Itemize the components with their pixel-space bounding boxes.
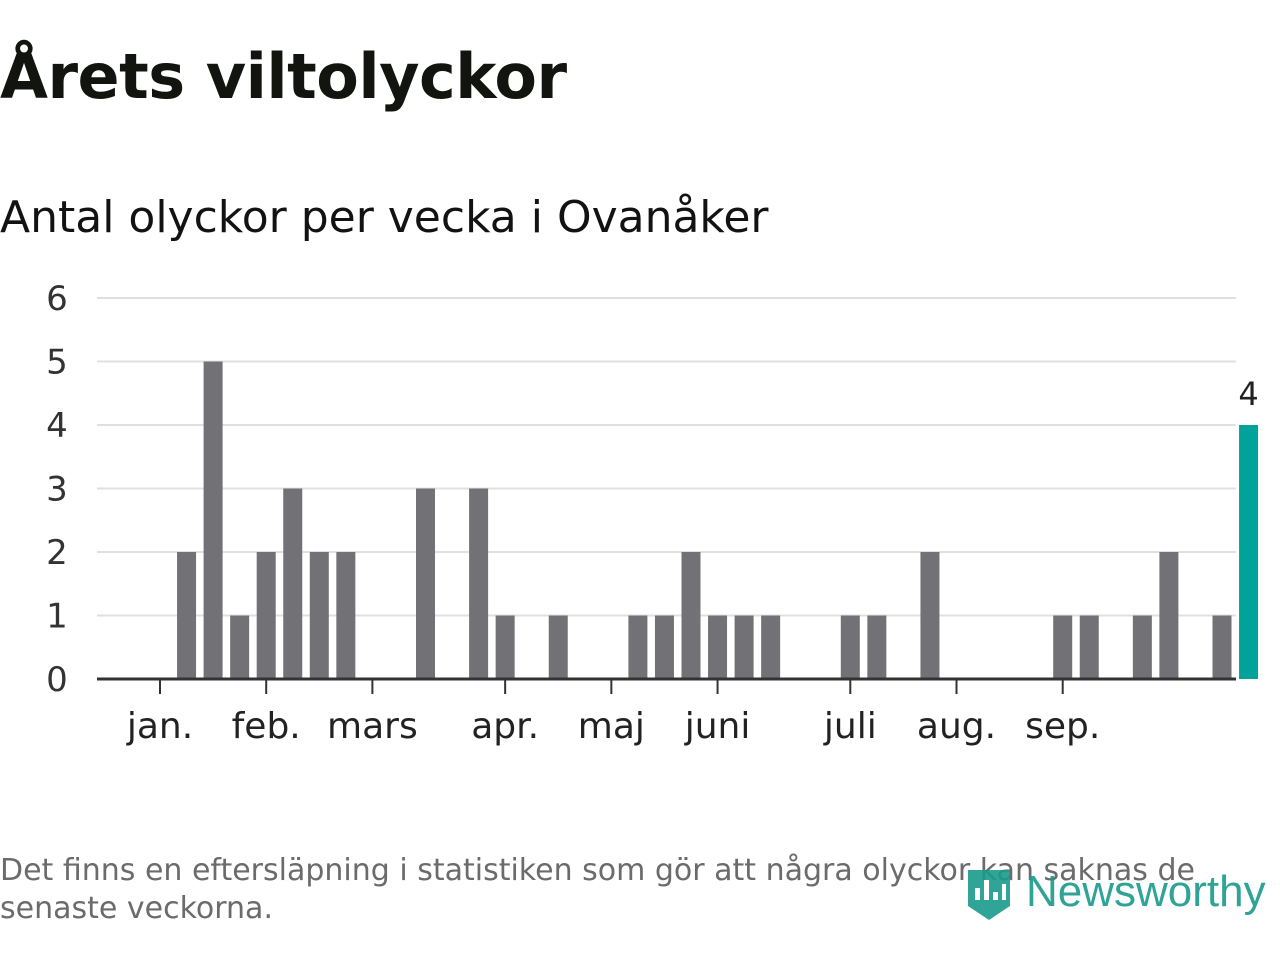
bar-highlight: [1239, 425, 1259, 679]
y-axis-ticks: 0 1 2 3 4 5 6: [46, 279, 68, 700]
x-tick-label: aug.: [917, 706, 996, 747]
bar: [628, 615, 648, 679]
bar: [681, 552, 701, 679]
y-tick-label: 6: [46, 279, 68, 319]
bar-chart: 0 1 2 3 4 5 6 4 jan. feb. mars apr. maj juni juli aug…: [46, 279, 1259, 747]
y-tick-label: 3: [46, 470, 68, 510]
x-tick-label: apr.: [471, 706, 539, 747]
bar: [867, 615, 887, 679]
x-tick-label: mars: [327, 706, 418, 747]
bar: [283, 488, 303, 679]
bar: [1079, 615, 1099, 679]
bar: [1159, 552, 1179, 679]
bar: [203, 361, 223, 679]
y-tick-label: 1: [46, 597, 68, 637]
chart-subtitle: Antal olyckor per vecka i Ovanåker: [0, 192, 769, 243]
y-tick-label: 2: [46, 533, 68, 573]
chart-title: Årets viltolyckor: [0, 40, 567, 113]
x-tick-label: juli: [823, 706, 877, 747]
x-tick-label: jan.: [126, 706, 193, 747]
bar: [654, 615, 674, 679]
bar: [495, 615, 515, 679]
bar: [548, 615, 568, 679]
x-tick-label: sep.: [1025, 706, 1100, 747]
newsworthy-logo-icon: [968, 870, 1010, 920]
y-tick-label: 5: [46, 343, 68, 383]
bar: [256, 552, 276, 679]
bar: [920, 552, 940, 679]
bar: [469, 488, 489, 679]
bar: [761, 615, 781, 679]
bar: [177, 552, 197, 679]
bar-series: 4: [177, 361, 1259, 679]
bar: [1212, 615, 1232, 679]
bar: [1132, 615, 1152, 679]
x-tick-label: juni: [684, 706, 751, 747]
highlight-value-label: 4: [1238, 375, 1258, 413]
bar: [416, 488, 435, 679]
x-axis-ticks: jan. feb. mars apr. maj juni juli aug. sep.: [126, 679, 1100, 747]
bar: [708, 615, 728, 679]
newsworthy-brand[interactable]: Newsworthy: [964, 862, 1266, 922]
bar: [336, 552, 356, 679]
x-tick-label: feb.: [232, 706, 301, 747]
bar: [230, 615, 250, 679]
y-tick-label: 0: [46, 660, 68, 700]
bar: [734, 615, 754, 679]
y-tick-label: 4: [46, 406, 68, 446]
bar: [309, 552, 329, 679]
bar: [840, 615, 860, 679]
x-tick-label: maj: [578, 706, 645, 747]
brand-name: Newsworthy: [1026, 867, 1266, 916]
bar: [1053, 615, 1073, 679]
